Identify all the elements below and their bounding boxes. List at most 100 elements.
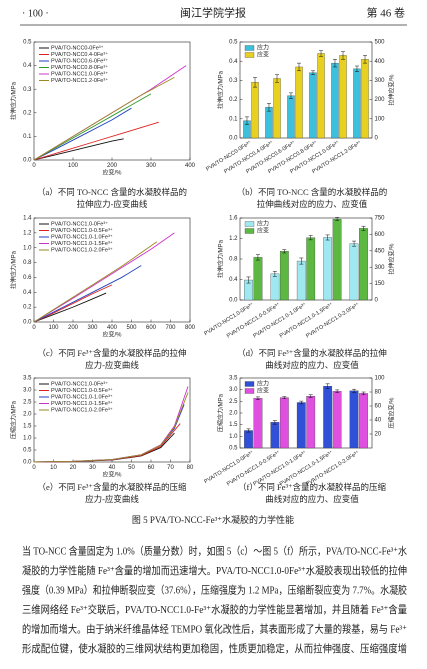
error-bar [272,271,277,277]
legend-label: 应变 [257,387,269,395]
y2-tick-label: 600 [375,232,386,238]
y2-tick-label: 500 [375,40,386,46]
error-bar [246,428,251,433]
x-tick-label: 800 [185,325,196,331]
legend-label: PVA/TO-NCC0.6-0Fe³⁺ [51,57,108,64]
y-tick-label: 2.5 [229,399,238,405]
y-tick-label: 0.4 [23,290,32,296]
y-tick-label: 3.0 [23,388,32,394]
y-tick-label: 0.3 [229,78,238,84]
y-tick-label: 1.6 [229,216,238,222]
y-tick-label: 0.5 [23,40,32,46]
y-tick-label: 1.2 [23,230,32,236]
y2-axis-label: 压缩应变/% [388,397,396,429]
legend-label: 应力 [257,380,269,388]
plot-frame [239,41,373,139]
bar [332,391,342,449]
figure-caption: （d）不同 Fe³⁺含量的水凝胶样品的拉伸 [237,348,386,358]
bar [323,237,333,301]
x-tick-label: 0 [32,325,36,331]
legend-swatch [244,221,255,227]
x-tick-label: 0 [32,163,36,169]
x-tick-label: 0 [32,465,36,471]
y-tick-label: 0.8 [229,257,238,263]
legend-label: PVA/TO-NCC1.0-2.0Fe³⁺ [51,246,113,253]
error-bar [352,388,357,393]
y-tick-label: 1.4 [23,216,32,222]
body-line: 当 TO-NCC 含量固定为 1.0%（质量分数）时，如图 5（c）～图 5（f… [22,544,407,557]
x-tick-label: 30 [89,465,96,471]
data-line [33,121,159,161]
legend-swatch [244,388,255,394]
y2-tick-label: 60 [375,404,382,410]
bar [244,430,253,449]
y2-tick-label: 80 [375,390,382,396]
y2-tick-label: 400 [375,59,386,65]
error-bar [335,389,340,393]
data-line [33,77,175,161]
bar [296,402,306,449]
bar [253,257,263,301]
legend-swatch [244,228,255,234]
y2-tick-label: 40 [375,418,382,424]
error-bar [354,65,359,73]
y-tick-label: 1.0 [23,436,32,442]
page-number: · 100 · [22,8,49,19]
y-tick-label: 0.0 [23,320,32,326]
x-tick-label: 200 [107,163,118,169]
y2-axis-label: 拉伸应变/% [388,243,396,275]
y-tick-label: 2.5 [23,400,32,406]
error-bar [308,394,313,398]
x-tick-label: 80 [187,465,194,471]
y-tick-label: 0.2 [23,305,32,311]
error-bar [308,235,313,241]
y2-tick-label: 0 [375,136,379,142]
legend-swatch [244,381,255,387]
bar [331,62,339,139]
data-line [33,107,132,161]
bar [287,95,295,139]
bar [270,273,280,301]
y-tick-label: 3.5 [229,376,238,382]
error-bar [341,51,346,60]
y-axis-label: 拉伸应力/MPa [10,250,18,289]
legend-label: PVA/TO-NCC1.0-1.5Fe³⁺ [51,240,113,247]
data-line [33,265,142,323]
y-tick-label: 1.0 [229,434,238,440]
bar [332,218,342,301]
x-tick-label: 60 [148,465,155,471]
legend-label: PVA/TO-NCC1.0-1.0Fe³⁺ [51,233,113,240]
legend-label: PVA/TO-NCC1.2-0Fe³⁺ [51,77,108,84]
y-tick-label: 0.6 [23,275,32,281]
figure-caption: （a）不同 TO-NCC 含量的水凝胶样品的 [37,187,187,197]
legend-label: PVA/TO-NCC1.0-1.5Fe³⁺ [51,400,113,407]
legend-label: PVA/TO-NCC0.8-0Fe³⁺ [51,64,108,71]
data-line [33,292,107,323]
figure-caption: 拉伸曲线对应的应力、应变值 [257,199,368,209]
figure-caption: （f）不同 Fe³⁺含量的水凝胶样品的压缩 [238,482,386,492]
error-bar [253,77,258,88]
y-tick-label: 1.5 [229,422,238,428]
error-bar [272,420,277,425]
figure-caption: 曲线对应的应力、应变值 [265,360,359,370]
data-line [33,432,175,463]
x-axis-label: 应变/% [102,169,122,177]
data-line [33,232,175,323]
y-axis-label: 压缩应力/MPa [217,393,225,432]
bar [253,398,263,449]
y-axis-label: 拉伸应力/MPa [10,81,18,120]
y-axis-label: 压缩应力/MPa [10,400,18,439]
data-line [33,423,181,463]
body-line: 三维网络经 Fe³⁺交联后，PVA/TO-NCC1.0-Fe³⁺水凝胶的力学性能… [22,603,407,616]
figure-title: 图 5 PVA/TO-NCC-Fe³⁺水凝胶的力学性能 [132,514,294,525]
x-tick-label: 700 [165,325,176,331]
y-tick-label: 0.5 [229,446,238,452]
x-axis-label: 应变/% [102,471,122,479]
legend-label: PVA/TO-NCC1.0-1.0Fe³⁺ [51,393,113,400]
data-line [33,138,124,161]
y-tick-label: 0.1 [23,134,32,140]
x-tick-label: 40 [109,465,116,471]
bar [349,243,359,301]
x-tick-label: 600 [146,325,157,331]
y-tick-label: 1.0 [23,245,32,251]
